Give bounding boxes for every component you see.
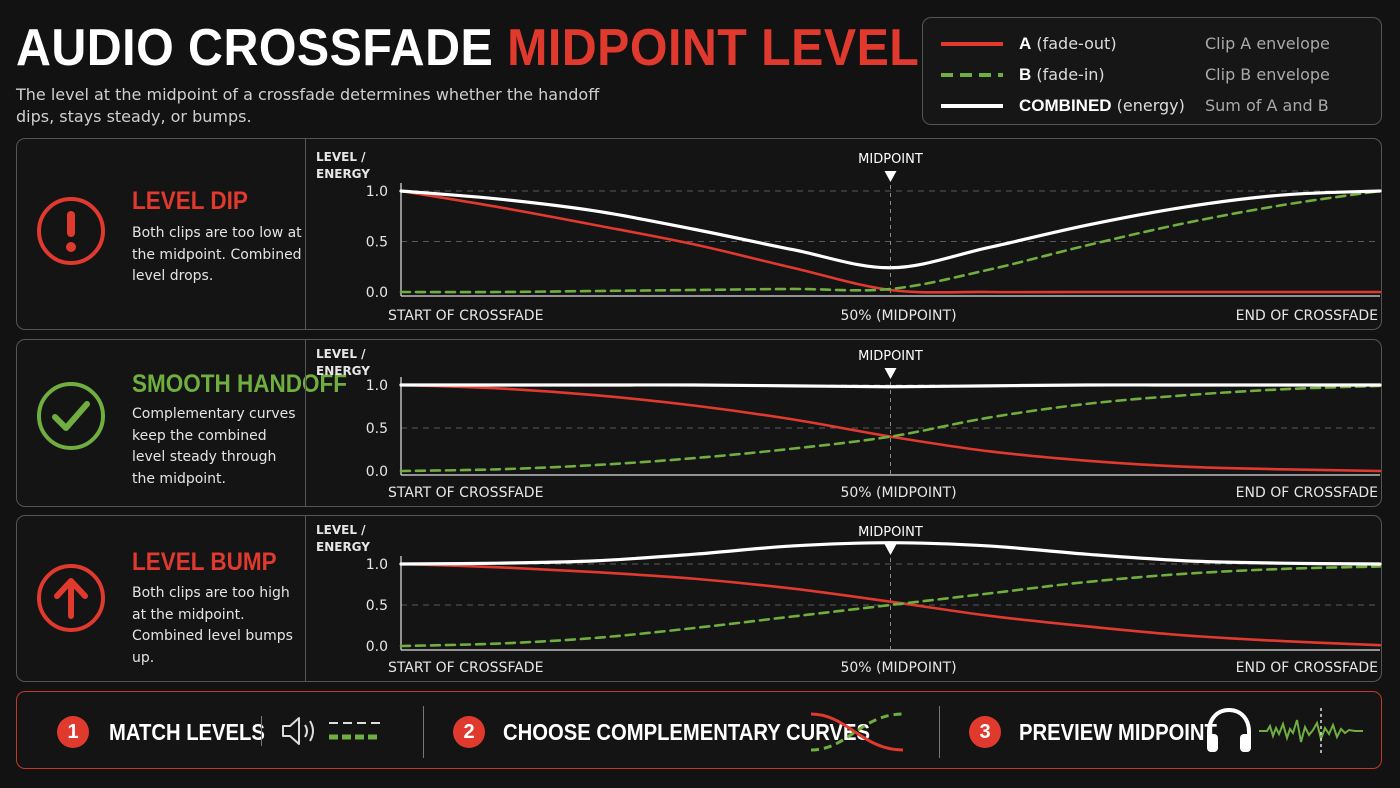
- step-1-label: MATCH LEVELS: [109, 719, 265, 745]
- step-3-label: PREVIEW MIDPOINT: [1019, 719, 1217, 745]
- legend-desc-a: Clip A envelope: [1205, 34, 1330, 53]
- x-tick-label: 50% (MIDPOINT): [840, 660, 956, 676]
- legend: A (fade-out) Clip A envelope B (fade-in)…: [922, 17, 1382, 125]
- series-line-b: [399, 189, 1382, 294]
- step-1-number: 1: [57, 716, 89, 748]
- legend-label-combined: COMBINED (energy): [1019, 96, 1185, 115]
- midpoint-marker: [884, 544, 897, 555]
- midpoint-label: MIDPOINT: [858, 349, 923, 364]
- midpoint-label: MIDPOINT: [858, 152, 923, 167]
- chart-level-bump: LEVEL / ENERGY 1.0 0.5 0.0 MIDPOINT START OF C…: [316, 523, 1382, 676]
- title-part1: AUDIO CROSSFADE: [16, 19, 494, 77]
- y-axis-title: LEVEL /: [316, 347, 366, 361]
- legend-label-b: B (fade-in): [1019, 65, 1105, 84]
- legend-swatch-a: [941, 42, 1003, 46]
- headphones-icon: [1207, 707, 1251, 752]
- y-tick-label: 0.5: [366, 421, 388, 437]
- legend-desc-combined: Sum of A and B: [1205, 96, 1329, 115]
- y-tick-label: 1.0: [366, 557, 388, 573]
- y-tick-label: 1.0: [366, 184, 388, 200]
- panel-level-bump: LEVEL BUMP Both clips are too high at th…: [16, 515, 1382, 682]
- x-tick-label: START OF CROSSFADE: [388, 308, 543, 324]
- series-line-combined: [399, 383, 1382, 389]
- x-tick-label: START OF CROSSFADE: [388, 660, 543, 676]
- panel-level-dip: LEVEL DIP Both clips are too low at the …: [16, 138, 1382, 330]
- y-axis-title: LEVEL /: [316, 150, 366, 164]
- x-tick-label: 50% (MIDPOINT): [840, 308, 956, 324]
- y-axis-title: ENERGY: [316, 364, 370, 378]
- y-tick-label: 0.0: [366, 639, 388, 655]
- series-line-combined: [399, 189, 1382, 270]
- panel-smooth-handoff: SMOOTH HANDOFF Complementary curves keep…: [16, 339, 1382, 507]
- y-tick-label: 0.0: [366, 285, 388, 301]
- series-line-b: [399, 565, 1382, 648]
- x-tick-label: 50% (MIDPOINT): [840, 485, 956, 501]
- page-subtitle: The level at the midpoint of a crossfade…: [16, 85, 600, 126]
- midpoint-marker: [884, 171, 897, 182]
- series-line-b: [399, 384, 1382, 473]
- legend-entry-b: B (fade-in) Clip B envelope: [923, 59, 1381, 89]
- step-1-separator: [261, 716, 262, 746]
- panel-divider: [305, 139, 306, 329]
- crossfade-curves-icon: [810, 712, 904, 752]
- legend-desc-b: Clip B envelope: [1205, 65, 1330, 84]
- x-tick-label: START OF CROSSFADE: [388, 485, 543, 501]
- speaker-icon: [282, 717, 381, 745]
- panel-description: Both clips are too high at the midpoint.…: [132, 585, 293, 666]
- legend-label-a: A (fade-out): [1019, 34, 1117, 53]
- x-tick-label: END OF CROSSFADE: [1236, 485, 1378, 501]
- x-tick-label: END OF CROSSFADE: [1236, 660, 1378, 676]
- step-3-number: 3: [969, 716, 1001, 748]
- panel-title: SMOOTH HANDOFF: [132, 370, 347, 398]
- arrow-up-icon: [37, 564, 105, 632]
- panel-description: Complementary curves keep the combined l…: [132, 406, 296, 487]
- y-axis-title: LEVEL /: [316, 523, 366, 537]
- x-tick-label: END OF CROSSFADE: [1236, 308, 1378, 324]
- panel-title: LEVEL BUMP: [132, 548, 277, 576]
- exclamation-icon: [37, 197, 105, 265]
- chart-level-dip: LEVEL / ENERGY 1.0 0.5 0.0 MIDPOINT START OF C…: [316, 150, 1382, 324]
- legend-entry-a: A (fade-out) Clip A envelope: [923, 28, 1381, 58]
- step-2-number: 2: [453, 716, 485, 748]
- step-2-label: CHOOSE COMPLEMENTARY CURVES: [503, 719, 871, 745]
- steps-separator: [939, 706, 940, 758]
- legend-swatch-b: [941, 73, 1003, 77]
- steps-separator: [423, 706, 424, 758]
- series-line-a: [399, 562, 1382, 647]
- y-tick-label: 0.0: [366, 464, 388, 480]
- series-line-a: [399, 383, 1382, 473]
- panel-description: Both clips are too low at the midpoint. …: [132, 225, 302, 284]
- midpoint-label: MIDPOINT: [858, 525, 923, 540]
- title-part2: MIDPOINT LEVEL: [507, 19, 920, 77]
- legend-swatch-combined: [941, 104, 1003, 108]
- y-tick-label: 0.5: [366, 598, 388, 614]
- y-axis-title: ENERGY: [316, 167, 370, 181]
- series-line-combined: [399, 541, 1382, 566]
- midpoint-marker: [884, 368, 897, 379]
- panel-divider: [305, 340, 306, 506]
- y-tick-label: 0.5: [366, 235, 388, 251]
- check-icon: [37, 382, 105, 450]
- y-axis-title: ENERGY: [316, 540, 370, 554]
- waveform-icon: [1259, 708, 1363, 754]
- y-tick-label: 1.0: [366, 378, 388, 394]
- panel-divider: [305, 516, 306, 681]
- panel-title: LEVEL DIP: [132, 187, 248, 215]
- steps-bar: 1 MATCH LEVELS 2 CHOOSE COMPLEMENTARY CU…: [16, 691, 1382, 769]
- page-title: AUDIO CROSSFADE MIDPOINT LEVEL: [16, 20, 919, 76]
- legend-entry-combined: COMBINED (energy) Sum of A and B: [923, 90, 1381, 120]
